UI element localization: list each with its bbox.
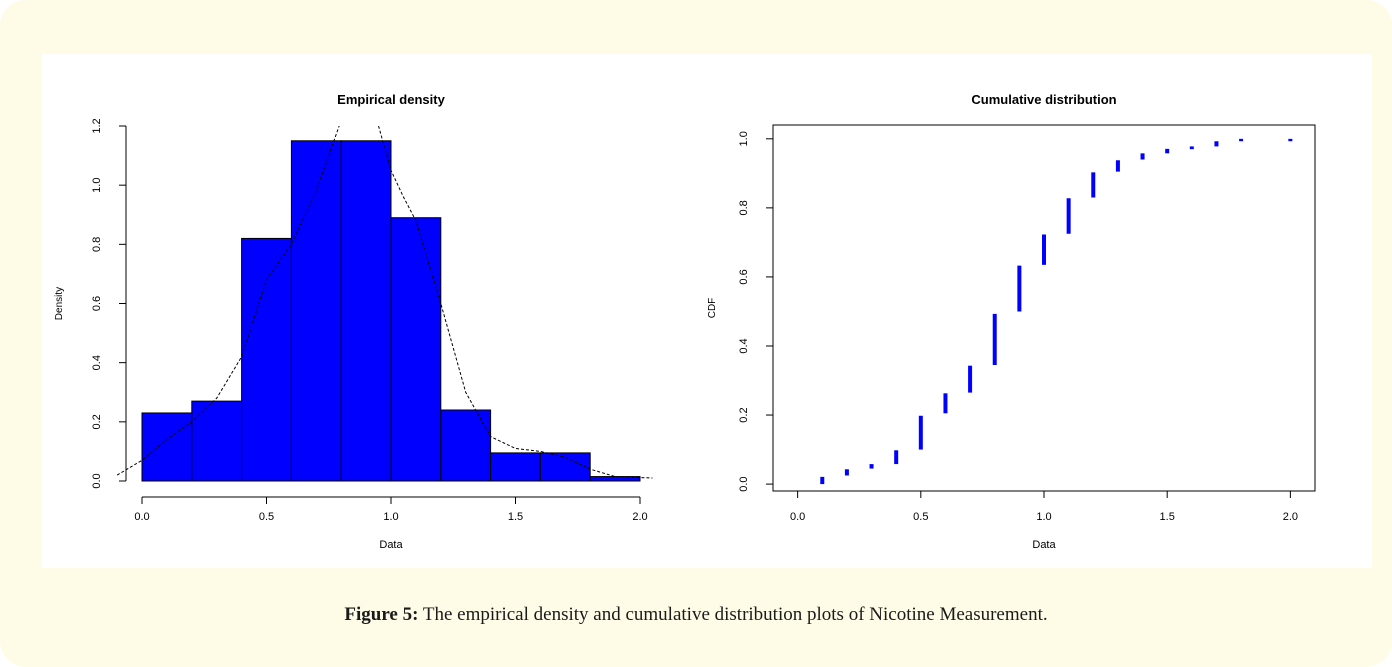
caption-text: The empirical density and cumulative dis… (418, 604, 1048, 625)
cdf-y-tick-label: 0.2 (738, 407, 750, 422)
figure-svg: Empirical density 0.0 0.5 1.0 1.5 2.0 Data 0.0 0… (54, 92, 1316, 551)
density-y-axis-label: Density (54, 287, 65, 320)
histogram-bar (340, 140, 392, 482)
density-y-tick-label: 0.6 (91, 296, 103, 311)
cdf-x-tick-label: 0.0 (790, 511, 805, 523)
histogram-bar (589, 476, 641, 482)
density-x-tick-label: 0.0 (134, 511, 149, 523)
cdf-y-axis-label: CDF (707, 298, 718, 319)
density-y-tick-label: 0.2 (91, 414, 103, 429)
cdf-y-tick-label: 0.8 (738, 200, 750, 215)
histogram-bar (241, 237, 292, 482)
cdf-x-tick-label: 2.0 (1283, 511, 1298, 523)
density-y-tick-label: 0.4 (91, 355, 103, 370)
density-curve (116, 126, 653, 479)
cdf-chart-title: Cumulative distribution (971, 92, 1116, 107)
cdf-x-axis-label: Data (1032, 539, 1056, 551)
histogram-bar (390, 217, 442, 482)
cdf-x-tick-label: 0.5 (913, 511, 928, 523)
density-y-tick-label: 1.2 (91, 118, 103, 133)
cdf-plot-frame (772, 124, 1316, 492)
histogram-bar (191, 400, 243, 482)
histogram-bar (290, 140, 342, 482)
density-y-tick-label: 0.0 (91, 473, 103, 488)
density-x-tick-label: 1.5 (508, 511, 523, 523)
density-y-tick-label: 1.0 (91, 178, 103, 193)
plot-area: Empirical density 0.0 0.5 1.0 1.5 2.0 Data 0.0 0… (42, 54, 1372, 568)
density-chart-title: Empirical density (337, 92, 445, 107)
cdf-x-tick-label: 1.0 (1036, 511, 1051, 523)
histogram-bar (440, 409, 492, 482)
cdf-y-tick-label: 1.0 (738, 131, 750, 146)
cdf-x-tick-label: 1.5 (1160, 511, 1175, 523)
figure-caption: Figure 5: The empirical density and cumu… (0, 604, 1392, 626)
density-x-tick-label: 1.0 (383, 511, 398, 523)
cdf-y-tick-label: 0.4 (738, 338, 750, 353)
density-x-axis-label: Data (379, 539, 403, 551)
density-y-tick-label: 0.8 (91, 237, 103, 252)
histogram-bar (141, 412, 193, 482)
density-x-tick-label: 0.5 (259, 511, 274, 523)
density-x-tick-label: 2.0 (632, 511, 647, 523)
caption-label: Figure 5: (344, 604, 419, 625)
cdf-y-tick-label: 0.6 (738, 269, 750, 284)
cdf-y-tick-label: 0.0 (738, 476, 750, 491)
histogram-bar (490, 452, 541, 482)
